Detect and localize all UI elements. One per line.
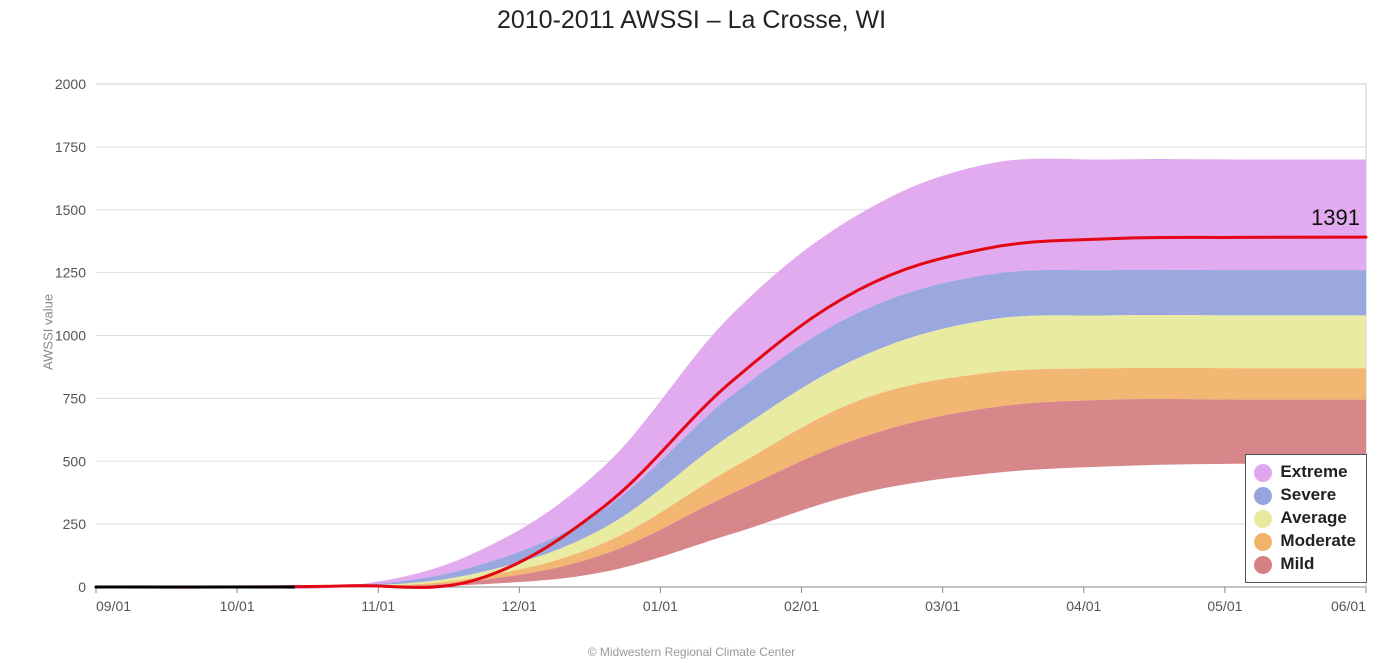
legend: ExtremeSevereAverageModerateMild bbox=[1245, 454, 1367, 583]
x-tick-label: 02/01 bbox=[784, 598, 819, 614]
y-tick-label: 2000 bbox=[55, 76, 86, 92]
y-tick-label: 0 bbox=[78, 579, 86, 595]
legend-item-severe: Severe bbox=[1254, 484, 1356, 507]
legend-swatch bbox=[1254, 464, 1272, 482]
legend-swatch bbox=[1254, 487, 1272, 505]
legend-label: Severe bbox=[1280, 484, 1336, 507]
legend-label: Moderate bbox=[1280, 530, 1356, 553]
legend-label: Mild bbox=[1280, 553, 1314, 576]
x-tick-label: 04/01 bbox=[1066, 598, 1101, 614]
x-tick-label: 12/01 bbox=[502, 598, 537, 614]
x-tick-label: 06/01 bbox=[1331, 598, 1366, 614]
plot-svg: 02505007501000125015001750200009/0110/01… bbox=[80, 70, 1370, 625]
y-tick-label: 1000 bbox=[55, 328, 86, 344]
x-tick-label: 03/01 bbox=[925, 598, 960, 614]
x-tick-label: 05/01 bbox=[1207, 598, 1242, 614]
legend-item-mild: Mild bbox=[1254, 553, 1356, 576]
legend-label: Extreme bbox=[1280, 461, 1347, 484]
x-tick-label: 01/01 bbox=[643, 598, 678, 614]
x-tick-label: 11/01 bbox=[361, 598, 395, 614]
y-tick-label: 750 bbox=[63, 390, 87, 406]
legend-swatch bbox=[1254, 533, 1272, 551]
y-tick-label: 1500 bbox=[55, 202, 86, 218]
y-tick-label: 1750 bbox=[55, 139, 86, 155]
chart-footer: © Midwestern Regional Climate Center bbox=[0, 645, 1383, 659]
awssi-chart: 2010-2011 AWSSI – La Crosse, WI AWSSI va… bbox=[0, 0, 1383, 663]
legend-label: Average bbox=[1280, 507, 1346, 530]
legend-item-average: Average bbox=[1254, 507, 1356, 530]
series-end-label: 1391 bbox=[1311, 205, 1360, 231]
chart-title: 2010-2011 AWSSI – La Crosse, WI bbox=[0, 6, 1383, 35]
x-tick-label: 09/01 bbox=[96, 598, 131, 614]
y-tick-label: 1250 bbox=[55, 265, 86, 281]
y-tick-label: 500 bbox=[63, 453, 87, 469]
legend-item-extreme: Extreme bbox=[1254, 461, 1356, 484]
y-tick-label: 250 bbox=[63, 516, 87, 532]
legend-swatch bbox=[1254, 510, 1272, 528]
legend-swatch bbox=[1254, 556, 1272, 574]
legend-item-moderate: Moderate bbox=[1254, 530, 1356, 553]
y-axis-label: AWSSI value bbox=[41, 293, 56, 369]
x-tick-label: 10/01 bbox=[220, 598, 255, 614]
chart-plot: 02505007501000125015001750200009/0110/01… bbox=[80, 70, 1370, 625]
